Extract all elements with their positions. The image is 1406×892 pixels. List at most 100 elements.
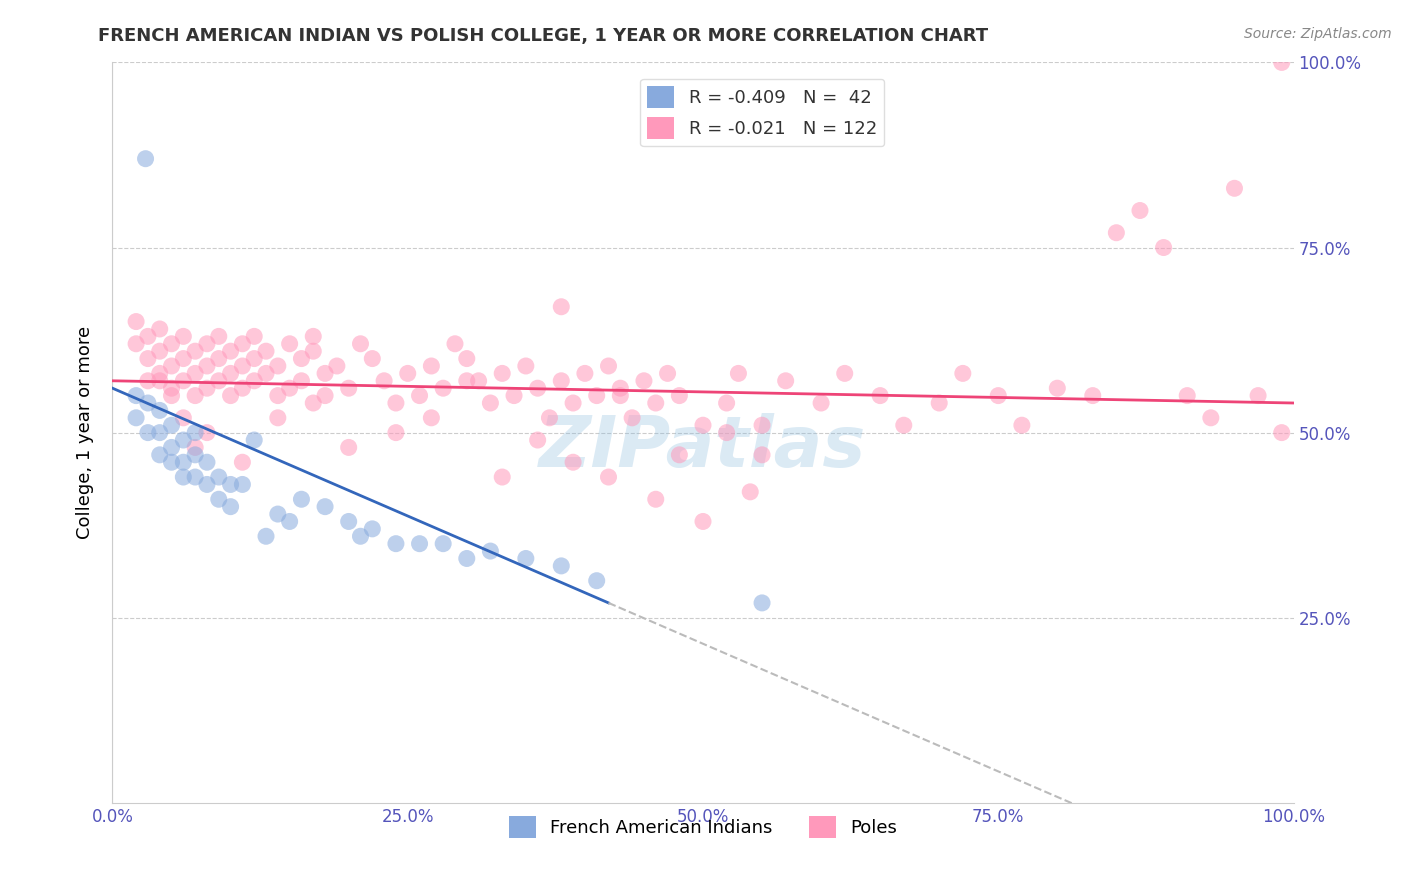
Point xyxy=(740,484,762,499)
Point xyxy=(408,536,430,550)
Point xyxy=(278,336,301,351)
Point xyxy=(692,418,714,433)
Point xyxy=(515,359,537,373)
Point xyxy=(657,367,679,381)
Point xyxy=(562,455,585,469)
Point xyxy=(160,455,183,469)
Point xyxy=(149,344,172,359)
Point xyxy=(432,381,454,395)
Point xyxy=(290,374,312,388)
Text: FRENCH AMERICAN INDIAN VS POLISH COLLEGE, 1 YEAR OR MORE CORRELATION CHART: FRENCH AMERICAN INDIAN VS POLISH COLLEGE… xyxy=(98,27,988,45)
Point xyxy=(195,425,218,440)
Point xyxy=(160,418,183,433)
Point xyxy=(420,410,443,425)
Point xyxy=(172,470,194,484)
Point xyxy=(526,433,548,447)
Legend: French American Indians, Poles: French American Indians, Poles xyxy=(502,809,904,846)
Point xyxy=(267,507,290,521)
Point xyxy=(810,396,832,410)
Point xyxy=(609,381,631,395)
Point xyxy=(1199,410,1222,425)
Point xyxy=(172,410,194,425)
Point xyxy=(644,492,666,507)
Point xyxy=(1153,240,1175,255)
Point xyxy=(775,374,797,388)
Point xyxy=(550,300,572,314)
Point xyxy=(456,351,478,366)
Point xyxy=(491,470,513,484)
Point xyxy=(550,558,572,573)
Point xyxy=(893,418,915,433)
Point xyxy=(716,425,738,440)
Point xyxy=(149,367,172,381)
Point xyxy=(208,329,231,343)
Point xyxy=(598,470,620,484)
Point xyxy=(385,536,408,550)
Point xyxy=(219,388,242,402)
Point xyxy=(195,381,218,395)
Point xyxy=(219,500,242,514)
Point xyxy=(254,529,277,543)
Point xyxy=(184,425,207,440)
Point xyxy=(1011,418,1033,433)
Point xyxy=(136,425,159,440)
Point xyxy=(278,515,301,529)
Point xyxy=(243,374,266,388)
Point xyxy=(208,351,231,366)
Point xyxy=(456,374,478,388)
Point xyxy=(160,359,183,373)
Point xyxy=(668,448,690,462)
Point xyxy=(491,367,513,381)
Point xyxy=(149,403,172,417)
Point xyxy=(503,388,526,402)
Point xyxy=(135,152,157,166)
Point xyxy=(267,410,290,425)
Point xyxy=(184,344,207,359)
Point xyxy=(231,359,253,373)
Point xyxy=(574,367,596,381)
Point xyxy=(373,374,395,388)
Point xyxy=(361,351,384,366)
Point xyxy=(361,522,384,536)
Point xyxy=(479,396,502,410)
Point xyxy=(219,477,242,491)
Point xyxy=(337,381,360,395)
Point xyxy=(302,344,325,359)
Point xyxy=(149,322,172,336)
Point xyxy=(125,314,148,328)
Point xyxy=(716,396,738,410)
Point xyxy=(1271,55,1294,70)
Point xyxy=(184,388,207,402)
Point xyxy=(385,396,408,410)
Point xyxy=(172,455,194,469)
Point xyxy=(479,544,502,558)
Point xyxy=(195,336,218,351)
Point xyxy=(585,388,607,402)
Point xyxy=(125,388,148,402)
Point xyxy=(385,425,408,440)
Point xyxy=(231,477,253,491)
Point xyxy=(928,396,950,410)
Point xyxy=(149,448,172,462)
Point xyxy=(337,515,360,529)
Point xyxy=(302,396,325,410)
Point xyxy=(172,374,194,388)
Point xyxy=(184,470,207,484)
Point xyxy=(254,367,277,381)
Point xyxy=(208,374,231,388)
Point xyxy=(254,344,277,359)
Point xyxy=(160,381,183,395)
Point xyxy=(396,367,419,381)
Point xyxy=(1105,226,1128,240)
Point xyxy=(208,470,231,484)
Point xyxy=(349,336,371,351)
Point xyxy=(326,359,349,373)
Point xyxy=(195,455,218,469)
Point xyxy=(172,433,194,447)
Point xyxy=(598,359,620,373)
Point xyxy=(834,367,856,381)
Point xyxy=(195,359,218,373)
Point xyxy=(160,336,183,351)
Point xyxy=(278,381,301,395)
Point xyxy=(125,410,148,425)
